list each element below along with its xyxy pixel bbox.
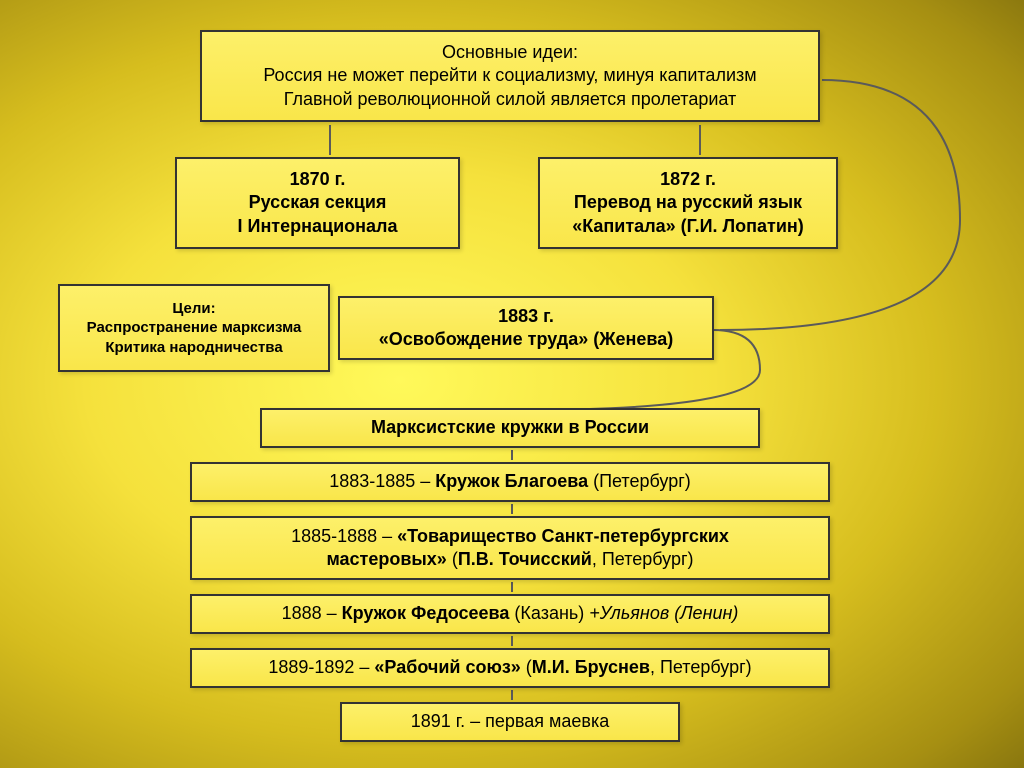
- box-1872-l2: Перевод на русский язык: [540, 191, 836, 214]
- brusnev-line: 1889-1892 – «Рабочий союз» (М.И. Бруснев…: [192, 656, 828, 679]
- brusnev-post: , Петербург): [650, 657, 752, 677]
- fedoseev-pre: 1888 –: [282, 603, 342, 623]
- goals-l3: Критика народничества: [60, 338, 328, 358]
- box-1870-l3: I Интернационала: [177, 215, 458, 238]
- main-ideas-title: Основные идеи:: [202, 41, 818, 64]
- goals-l2: Распространение марксизма: [60, 318, 328, 338]
- box-1872-l3: «Капитала» (Г.И. Лопатин): [540, 215, 836, 238]
- box-1872-l1: 1872 г.: [540, 168, 836, 191]
- brusnev-bold2: М.И. Бруснев: [532, 657, 650, 677]
- box-goals: Цели: Распространение марксизма Критика …: [58, 284, 330, 372]
- tochissky-l2-bold: мастеровых»: [326, 549, 446, 569]
- tochissky-line2: мастеровых» (П.В. Точисский, Петербург): [192, 548, 828, 571]
- brusnev-mid: (: [521, 657, 532, 677]
- box-tochissky: 1885-1888 – «Товарищество Санкт-петербур…: [190, 516, 830, 580]
- tochissky-l2-post2: , Петербург): [592, 549, 694, 569]
- box-1870: 1870 г. Русская секция I Интернационала: [175, 157, 460, 249]
- blagoev-pre: 1883-1885 –: [329, 471, 435, 491]
- blagoev-line: 1883-1885 – Кружок Благоева (Петербург): [192, 470, 828, 493]
- fedoseev-line: 1888 – Кружок Федосеева (Казань) +Ульяно…: [192, 602, 828, 625]
- blagoev-bold: Кружок Благоева: [435, 471, 588, 491]
- box-fedoseev: 1888 – Кружок Федосеева (Казань) +Ульяно…: [190, 594, 830, 634]
- box-brusnev: 1889-1892 – «Рабочий союз» (М.И. Бруснев…: [190, 648, 830, 688]
- fedoseev-bold: Кружок Федосеева: [342, 603, 510, 623]
- box-1872: 1872 г. Перевод на русский язык «Капитал…: [538, 157, 838, 249]
- fedoseev-mid: (Казань): [509, 603, 589, 623]
- maevka-text: 1891 г. – первая маевка: [342, 710, 678, 733]
- box-blagoev: 1883-1885 – Кружок Благоева (Петербург): [190, 462, 830, 502]
- brusnev-pre: 1889-1892 –: [268, 657, 374, 677]
- tochissky-l1-pre: 1885-1888 –: [291, 526, 397, 546]
- main-ideas-line1: Россия не может перейти к социализму, ми…: [202, 64, 818, 87]
- box-1883-l2: «Освобождение труда» (Женева): [340, 328, 712, 351]
- tochissky-l2-post: (: [447, 549, 458, 569]
- circles-header-text: Марксистские кружки в России: [262, 416, 758, 439]
- brusnev-bold1: «Рабочий союз»: [374, 657, 520, 677]
- main-ideas-line2: Главной революционной силой является про…: [202, 88, 818, 111]
- fedoseev-italic: +Ульянов (Ленин): [589, 603, 738, 623]
- box-1870-l1: 1870 г.: [177, 168, 458, 191]
- tochissky-l2-bold2: П.В. Точисский: [458, 549, 592, 569]
- box-circles-header: Марксистские кружки в России: [260, 408, 760, 448]
- box-maevka: 1891 г. – первая маевка: [340, 702, 680, 742]
- tochissky-line1: 1885-1888 – «Товарищество Санкт-петербур…: [192, 525, 828, 548]
- box-1870-l2: Русская секция: [177, 191, 458, 214]
- box-1883: 1883 г. «Освобождение труда» (Женева): [338, 296, 714, 360]
- box-main-ideas: Основные идеи: Россия не может перейти к…: [200, 30, 820, 122]
- blagoev-post: (Петербург): [588, 471, 691, 491]
- goals-l1: Цели:: [60, 299, 328, 319]
- box-1883-l1: 1883 г.: [340, 305, 712, 328]
- tochissky-l1-bold: «Товарищество Санкт-петербургских: [397, 526, 729, 546]
